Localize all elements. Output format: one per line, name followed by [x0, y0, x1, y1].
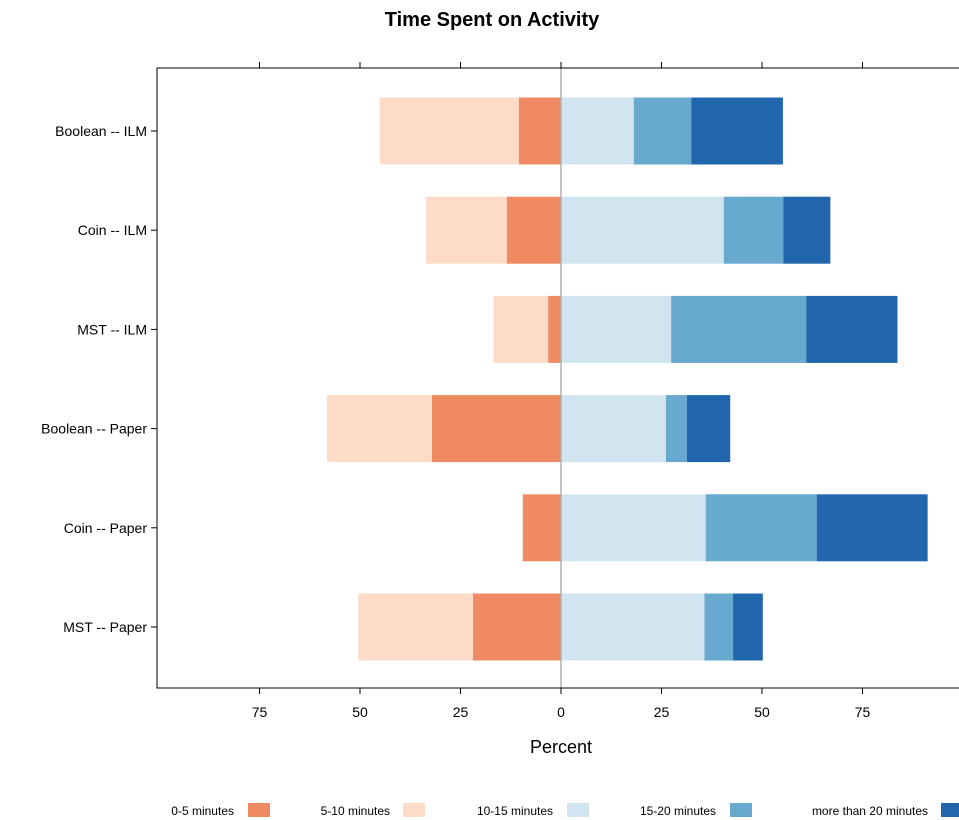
bar-0-5-minutes-2 — [548, 295, 561, 363]
bar-15-20-minutes-5 — [704, 593, 734, 661]
bar-5-10-minutes-0 — [379, 97, 519, 165]
bar-5-10-minutes-3 — [327, 395, 432, 463]
y-tick-label-2: MST -- ILM — [77, 321, 147, 337]
bar-10-15-minutes-1 — [561, 196, 724, 264]
bar-more-than-20-minutes-5 — [733, 593, 763, 661]
bar-0-5-minutes-5 — [472, 593, 561, 661]
bar-15-20-minutes-0 — [633, 97, 692, 165]
bar-10-15-minutes-2 — [561, 295, 672, 363]
x-tick-label-3: 0 — [557, 704, 565, 720]
bar-10-15-minutes-3 — [561, 395, 666, 463]
legend-swatch-4 — [941, 803, 959, 817]
bar-0-5-minutes-0 — [518, 97, 561, 165]
x-tick-label-4: 25 — [654, 704, 670, 720]
legend-label-0: 0-5 minutes — [171, 804, 234, 818]
x-tick-label-2: 25 — [453, 704, 469, 720]
y-tick-label-1: Coin -- ILM — [78, 222, 147, 238]
legend-swatch-3 — [730, 803, 752, 817]
x-tick-label-5: 50 — [754, 704, 770, 720]
legend-label-2: 10-15 minutes — [477, 804, 553, 818]
bar-15-20-minutes-1 — [723, 196, 784, 264]
bar-0-5-minutes-3 — [431, 395, 561, 463]
bar-more-than-20-minutes-4 — [816, 494, 928, 562]
bar-more-than-20-minutes-2 — [806, 295, 898, 363]
legend-label-4: more than 20 minutes — [812, 804, 928, 818]
y-tick-label-5: MST -- Paper — [63, 619, 147, 635]
x-tick-label-6: 75 — [855, 704, 871, 720]
bar-0-5-minutes-1 — [506, 196, 561, 264]
bar-more-than-20-minutes-0 — [691, 97, 783, 165]
bar-5-10-minutes-2 — [493, 295, 549, 363]
x-tick-label-0: 75 — [252, 704, 268, 720]
bar-10-15-minutes-4 — [561, 494, 706, 562]
plot-frame — [156, 67, 959, 689]
bar-15-20-minutes-4 — [705, 494, 817, 562]
legend-swatch-2 — [567, 803, 589, 817]
legend: 0-5 minutes 5-10 minutes 10-15 minutes 15-2… — [171, 803, 959, 818]
legend-label-3: 15-20 minutes — [640, 804, 716, 818]
bar-10-15-minutes-0 — [561, 97, 634, 165]
legend-swatch-0 — [248, 803, 270, 817]
legend-swatch-1 — [403, 803, 425, 817]
bars-group — [327, 97, 928, 661]
bar-10-15-minutes-5 — [561, 593, 705, 661]
x-axis-label: Percent — [530, 737, 592, 757]
bar-5-10-minutes-1 — [425, 196, 507, 264]
y-axis: Boolean -- ILM Coin -- ILM MST -- ILM Boole… — [41, 123, 157, 635]
chart-title: Time Spent on Activity — [385, 9, 600, 31]
y-tick-label-4: Coin -- Paper — [64, 520, 148, 536]
y-tick-label-3: Boolean -- Paper — [41, 421, 147, 437]
bar-5-10-minutes-5 — [358, 593, 473, 661]
bar-more-than-20-minutes-1 — [783, 196, 831, 264]
bar-15-20-minutes-2 — [671, 295, 807, 363]
x-tick-label-1: 50 — [352, 704, 368, 720]
legend-label-1: 5-10 minutes — [321, 804, 390, 818]
x-axis: 75 50 25 0 25 50 75 — [252, 62, 871, 720]
y-tick-label-0: Boolean -- ILM — [55, 123, 147, 139]
bar-0-5-minutes-4 — [522, 494, 561, 562]
bar-more-than-20-minutes-3 — [686, 395, 731, 463]
bar-15-20-minutes-3 — [665, 395, 687, 463]
